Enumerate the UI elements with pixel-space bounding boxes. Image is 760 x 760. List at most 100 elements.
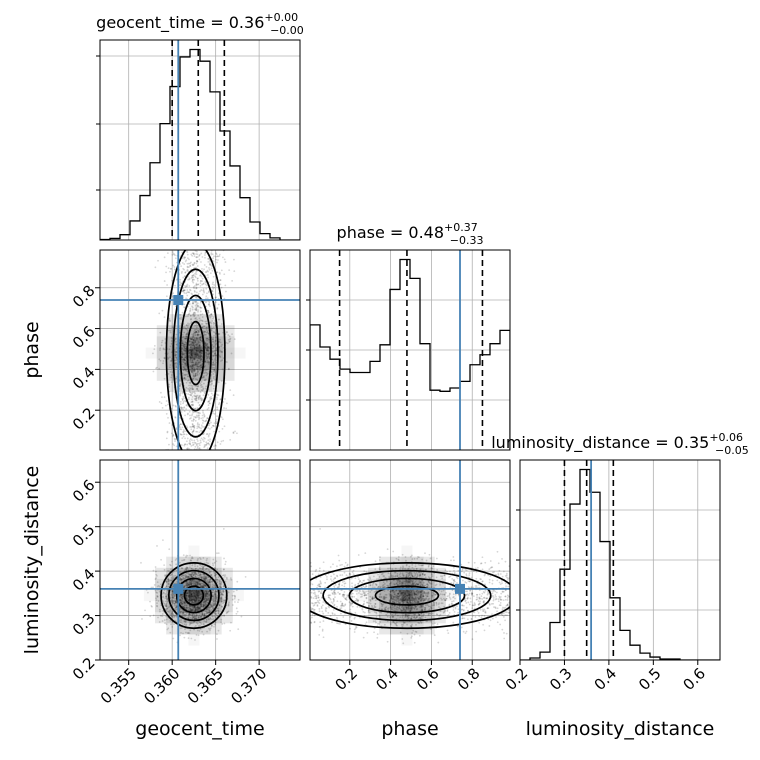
scatter-point <box>191 263 194 266</box>
scatter-point <box>172 434 175 436</box>
scatter-point <box>185 333 187 336</box>
scatter-point <box>186 315 189 318</box>
scatter-point <box>190 602 193 604</box>
scatter-point <box>195 331 198 334</box>
scatter-point <box>191 341 194 344</box>
density-cell <box>188 634 199 645</box>
scatter-point <box>175 600 177 602</box>
scatter-point <box>219 586 221 589</box>
scatter-point <box>164 357 166 360</box>
scatter-point <box>209 321 212 324</box>
scatter-point <box>181 333 184 336</box>
scatter-point <box>166 430 169 433</box>
scatter-point <box>198 258 201 261</box>
scatter-point <box>175 557 178 560</box>
scatter-point <box>193 368 196 371</box>
scatter-point <box>191 388 194 390</box>
scatter-point <box>209 315 212 318</box>
scatter-point <box>234 430 236 433</box>
density-cell <box>178 380 191 392</box>
scatter-point <box>204 600 207 603</box>
scatter-point <box>196 600 199 603</box>
scatter-point <box>165 413 168 415</box>
scatter-point <box>212 377 215 380</box>
scatter-point <box>211 595 214 598</box>
scatter-point <box>204 322 207 325</box>
scatter-point <box>184 341 187 344</box>
scatter-point <box>196 373 199 376</box>
scatter-point <box>211 591 214 594</box>
scatter-point <box>194 607 197 610</box>
scatter-point <box>206 447 209 450</box>
contour-line <box>186 320 205 386</box>
scatter-point <box>156 594 159 597</box>
scatter-point <box>191 388 194 391</box>
scatter-point <box>199 604 202 607</box>
scatter-point <box>175 361 178 364</box>
scatter-point <box>182 369 185 372</box>
scatter-point <box>206 557 208 560</box>
scatter-point <box>194 606 197 609</box>
scatter-point <box>191 556 193 558</box>
scatter-point <box>218 582 221 585</box>
scatter-point <box>181 358 184 361</box>
scatter-point <box>194 572 197 575</box>
scatter-point <box>185 594 187 597</box>
scatter-point <box>200 427 203 430</box>
scatter-point <box>183 347 186 350</box>
scatter-point <box>179 278 182 281</box>
scatter-point <box>186 370 189 373</box>
scatter-point <box>205 619 208 622</box>
scatter-point <box>211 327 213 330</box>
scatter-point <box>191 254 194 257</box>
scatter-point <box>201 612 204 614</box>
scatter-point <box>175 377 178 380</box>
scatter-point <box>199 628 202 631</box>
scatter-point <box>351 582 353 585</box>
scatter-point <box>182 359 185 362</box>
scatter-point <box>186 413 189 416</box>
scatter-point <box>183 601 186 604</box>
scatter-point <box>201 414 204 417</box>
scatter-point <box>165 437 168 440</box>
scatter-point <box>201 270 204 272</box>
scatter-point <box>201 313 204 315</box>
scatter-point <box>200 577 203 579</box>
scatter-point <box>141 618 143 620</box>
scatter-point <box>203 446 206 449</box>
scatter-point <box>191 614 194 617</box>
scatter-point <box>193 300 196 303</box>
scatter-point <box>192 276 195 279</box>
scatter-point <box>202 394 205 397</box>
scatter-point <box>185 250 188 252</box>
scatter-point <box>190 426 193 428</box>
scatter-point <box>184 430 186 433</box>
scatter-point <box>195 395 198 398</box>
scatter-point <box>191 423 194 426</box>
scatter-point <box>497 598 500 601</box>
scatter-point <box>213 352 216 355</box>
scatter-point <box>186 575 188 578</box>
scatter-point <box>212 287 215 290</box>
scatter-point <box>203 372 206 375</box>
scatter-point <box>186 437 189 440</box>
scatter-point <box>202 436 205 439</box>
scatter-point <box>197 341 199 343</box>
scatter-point <box>183 410 186 413</box>
scatter-point <box>196 440 199 442</box>
scatter-point <box>210 604 213 606</box>
scatter-point <box>197 342 200 345</box>
scatter-point <box>170 579 173 582</box>
scatter-point <box>188 356 191 359</box>
scatter-point <box>196 385 199 388</box>
scatter-point <box>179 428 182 431</box>
scatter-point <box>183 289 186 292</box>
scatter-point <box>213 625 215 628</box>
scatter-point <box>214 378 217 381</box>
scatter-point <box>156 595 159 598</box>
scatter-point <box>222 590 225 593</box>
scatter-point <box>188 615 190 618</box>
scatter-point <box>221 256 224 259</box>
scatter-point <box>194 364 197 367</box>
scatter-point <box>210 383 213 386</box>
